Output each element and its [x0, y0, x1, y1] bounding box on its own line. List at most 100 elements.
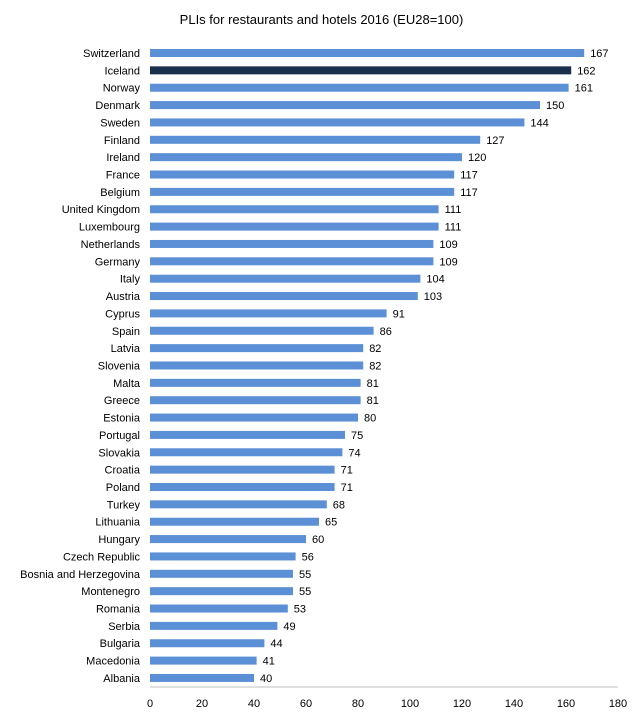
category-label: Switzerland	[83, 48, 140, 60]
chart-title: PLIs for restaurants and hotels 2016 (EU…	[179, 12, 464, 27]
data-label: 111	[445, 222, 462, 234]
category-label: Lithuania	[95, 517, 141, 529]
data-label: 49	[283, 621, 295, 633]
data-label: 75	[351, 430, 363, 442]
bar	[150, 413, 358, 422]
category-label: Croatia	[105, 465, 141, 477]
data-label: 86	[380, 326, 392, 338]
data-label: 109	[439, 256, 457, 268]
x-tick-label: 180	[609, 698, 627, 710]
category-label: Malta	[113, 378, 141, 390]
category-label: Czech Republic	[63, 551, 141, 563]
category-label: Romania	[96, 604, 141, 616]
x-tick-label: 140	[505, 698, 523, 710]
data-label: 80	[364, 413, 376, 425]
data-label: 82	[369, 343, 381, 355]
bar	[150, 49, 585, 57]
data-label: 65	[325, 517, 337, 529]
bar	[150, 396, 361, 405]
data-label: 120	[468, 152, 486, 164]
data-label: 117	[460, 170, 478, 182]
bar	[150, 309, 387, 318]
category-label: Poland	[106, 482, 140, 494]
data-label: 71	[341, 482, 353, 494]
bar	[150, 604, 288, 613]
category-label: Montenegro	[81, 586, 140, 598]
x-tick-label: 0	[147, 698, 153, 710]
bar	[150, 344, 364, 353]
data-label: 68	[333, 499, 345, 511]
bar	[150, 639, 265, 648]
bar	[150, 118, 525, 127]
data-label: 41	[263, 656, 275, 668]
category-label: Turkey	[107, 499, 141, 511]
data-label: 55	[299, 569, 311, 581]
data-label: 74	[348, 447, 360, 459]
category-label: Slovenia	[98, 360, 141, 372]
category-label: Estonia	[103, 413, 141, 425]
category-label: Austria	[106, 291, 141, 303]
category-label: Albania	[103, 673, 141, 685]
data-label: 117	[460, 187, 478, 199]
x-tick-label: 80	[352, 698, 364, 710]
bar	[150, 673, 254, 682]
bar	[150, 292, 418, 301]
category-label: Latvia	[111, 343, 141, 355]
bar	[150, 621, 278, 630]
bar	[150, 257, 434, 266]
category-label: Finland	[104, 135, 140, 147]
data-label: 103	[424, 291, 442, 303]
data-label: 161	[575, 83, 593, 95]
data-label: 55	[299, 586, 311, 598]
category-label: Cyprus	[105, 308, 140, 320]
data-label: 56	[302, 551, 314, 563]
data-label: 60	[312, 534, 324, 546]
bar	[150, 448, 343, 457]
category-label: Ireland	[106, 152, 140, 164]
data-label: 104	[426, 274, 444, 286]
bar	[150, 187, 455, 196]
bar	[150, 361, 364, 370]
bar	[150, 222, 439, 231]
x-tick-label: 100	[401, 698, 419, 710]
bar	[150, 135, 481, 144]
data-label: 127	[486, 135, 504, 147]
data-label: 44	[270, 638, 282, 650]
data-label: 111	[445, 204, 462, 216]
category-label: Hungary	[98, 534, 140, 546]
data-label: 71	[341, 465, 353, 477]
category-label: Italy	[120, 274, 141, 286]
data-label: 162	[577, 65, 595, 77]
bar	[150, 326, 374, 335]
bar	[150, 239, 434, 248]
category-label: Belgium	[100, 187, 140, 199]
bar	[150, 483, 335, 491]
bar	[150, 170, 455, 179]
bar	[150, 656, 257, 665]
category-label: Serbia	[108, 621, 141, 633]
bar	[150, 83, 569, 92]
bar	[150, 153, 462, 162]
bar	[150, 465, 335, 474]
category-label: Luxembourg	[79, 222, 140, 234]
data-label: 53	[294, 604, 306, 616]
category-label: Germany	[95, 256, 141, 268]
x-tick-label: 20	[196, 698, 208, 710]
x-tick-label: 40	[248, 698, 260, 710]
x-tick-label: 160	[557, 698, 575, 710]
bar	[150, 535, 306, 544]
category-label: Bosnia and Herzegovina	[20, 569, 141, 581]
bar	[150, 569, 293, 578]
category-label: Macedonia	[86, 656, 141, 668]
category-label: Portugal	[99, 430, 140, 442]
bar	[150, 430, 345, 439]
bar	[150, 205, 439, 214]
data-label: 91	[393, 308, 405, 320]
bar	[150, 517, 319, 526]
x-tick-label: 120	[453, 698, 471, 710]
category-label: Iceland	[105, 65, 140, 77]
category-label: Spain	[112, 326, 140, 338]
bar	[150, 587, 293, 596]
